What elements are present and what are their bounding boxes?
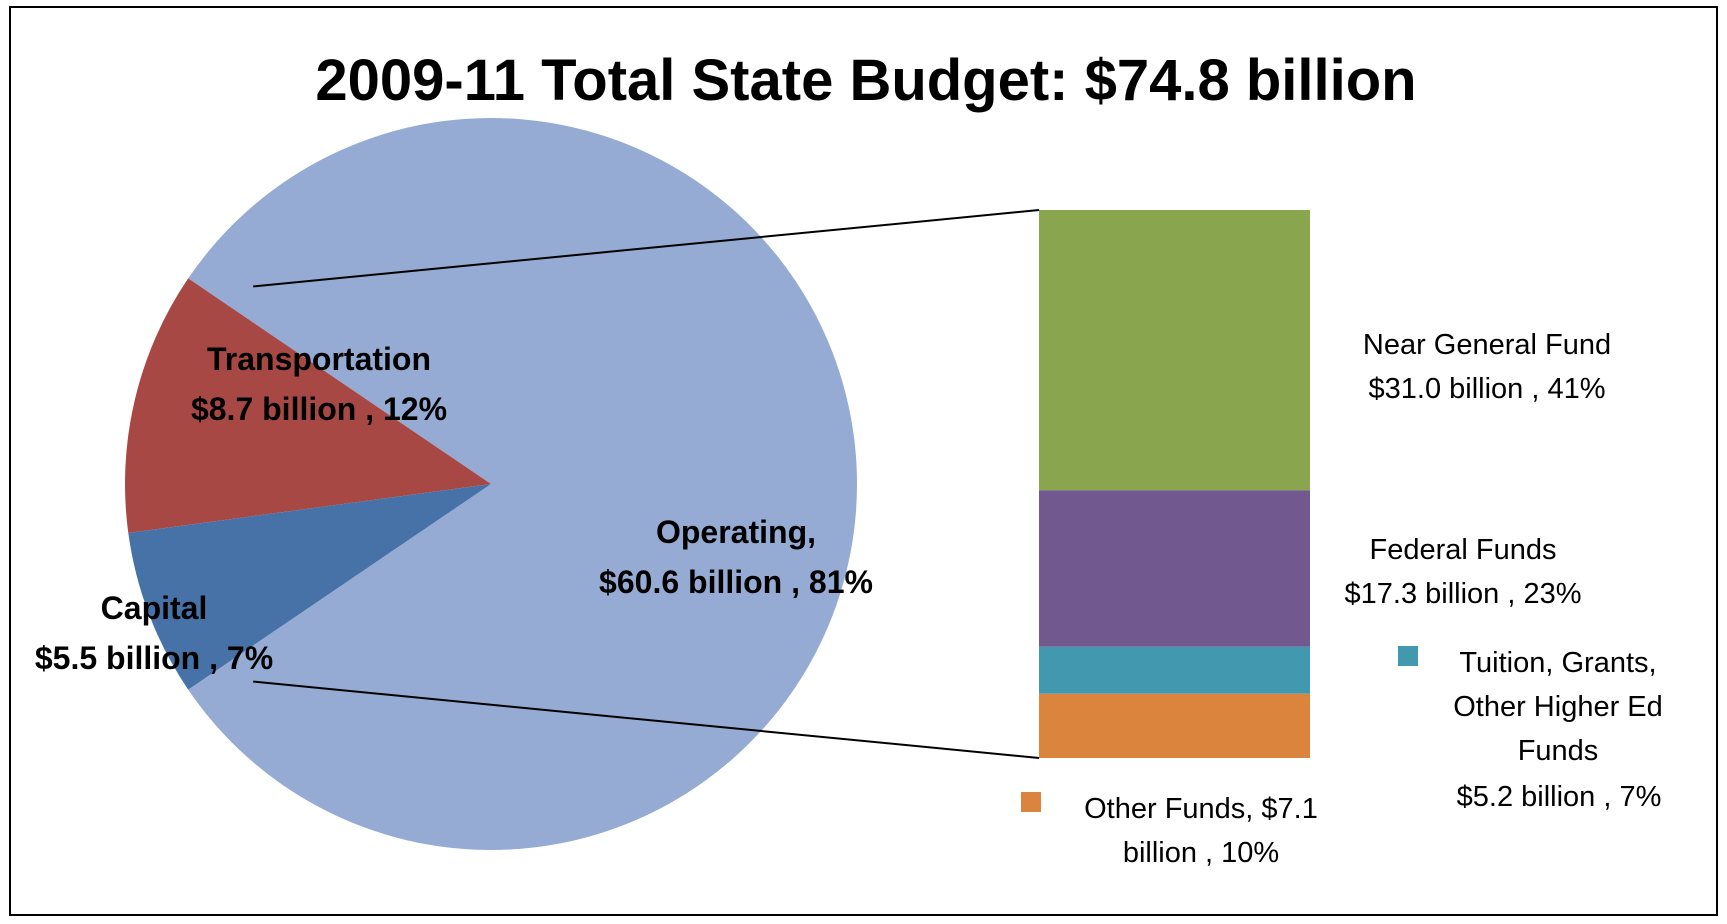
bar-segment-other-funds: [1039, 694, 1310, 758]
bar-label-tuition-value: $5.2 billion , 7%: [1457, 781, 1662, 813]
bar-label-near-general-fund: Near General Fund $31.0 billion , 41%: [1363, 329, 1611, 405]
bar-label-federal-funds: Federal Funds $17.3 billion , 23%: [1345, 534, 1582, 610]
bar-segment-near-general-fund: [1039, 210, 1310, 490]
bar-label-other-funds: Other Funds, $7.1 billion , 10%: [1084, 793, 1318, 869]
pie-chart: [125, 118, 857, 850]
chart-title: 2009-11 Total State Budget: $74.8 billio…: [315, 48, 1416, 113]
bar-segment-tuition-grants-other-higher-ed-funds: [1039, 647, 1310, 694]
stacked-bar: [1039, 210, 1310, 758]
bar-label-tuition: Tuition, Grants, Other Higher Ed Funds: [1453, 647, 1663, 767]
legend-key-other-funds: [1021, 792, 1041, 812]
bar-segment-federal-funds: [1039, 490, 1310, 646]
legend-key-tuition: [1398, 646, 1418, 666]
